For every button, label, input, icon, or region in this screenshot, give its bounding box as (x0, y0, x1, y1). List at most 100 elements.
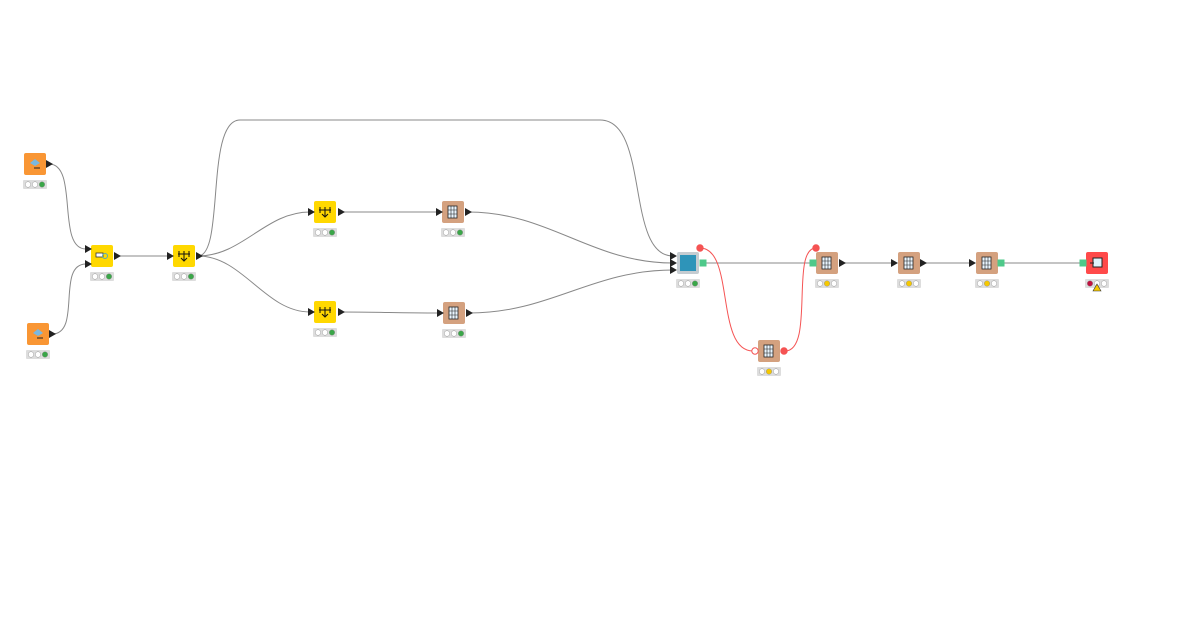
splitter-icon (319, 307, 331, 318)
table-port[interactable] (997, 259, 1005, 267)
status-light-off (443, 330, 451, 337)
column-filter-icon (981, 256, 992, 270)
status-lights (815, 279, 839, 288)
status-light-yellow (765, 368, 773, 375)
node-n7[interactable] (441, 201, 465, 237)
status-light-yellow (823, 280, 831, 287)
status-light-green (457, 330, 465, 337)
connection[interactable] (197, 119, 674, 257)
port-arrow[interactable] (167, 252, 174, 260)
status-light-off (449, 229, 457, 236)
port-arrow[interactable] (920, 259, 927, 267)
node-n3[interactable] (90, 245, 114, 281)
port-arrow[interactable] (338, 308, 345, 316)
flow-variable-port[interactable] (696, 244, 704, 252)
node-n1[interactable] (23, 153, 47, 189)
connection[interactable] (468, 269, 674, 314)
splitter-icon (319, 207, 331, 218)
status-light-off (314, 329, 322, 336)
joiner-icon (95, 252, 108, 259)
port-arrow[interactable] (308, 308, 315, 316)
status-light-off (816, 280, 824, 287)
status-light-green (187, 273, 195, 280)
node-n14[interactable] (1085, 252, 1109, 292)
node-n10[interactable] (757, 340, 781, 376)
port-arrow[interactable] (196, 252, 203, 260)
status-light-off (442, 229, 450, 236)
table-port[interactable] (1079, 259, 1087, 267)
splitter-icon (178, 251, 190, 262)
status-lights (897, 279, 921, 288)
status-light-off (898, 280, 906, 287)
status-light-off (34, 351, 42, 358)
ports (46, 160, 1087, 355)
table-transform-icon (447, 205, 458, 219)
status-light-off (830, 280, 838, 287)
node-n5[interactable] (313, 201, 337, 237)
node-n9[interactable] (676, 252, 700, 288)
file-reader-icon (30, 159, 40, 169)
status-light-off (321, 329, 329, 336)
status-light-green (328, 229, 336, 236)
flow-variable-port[interactable] (751, 347, 759, 355)
status-light-green (691, 280, 699, 287)
status-lights (26, 350, 50, 359)
status-light-off (27, 351, 35, 358)
connection[interactable] (339, 311, 439, 314)
port-arrow[interactable] (839, 259, 846, 267)
status-light-green (456, 229, 464, 236)
status-light-off (31, 181, 39, 188)
status-lights (442, 329, 466, 338)
status-light-off (772, 368, 780, 375)
status-light-off (677, 280, 685, 287)
flow-variable-connection[interactable] (784, 247, 817, 352)
connection[interactable] (48, 163, 87, 250)
status-lights (441, 228, 465, 237)
node-n13[interactable] (975, 252, 999, 288)
status-lights (172, 272, 196, 281)
status-light-off (24, 181, 32, 188)
status-light-off (314, 229, 322, 236)
status-light-off (990, 280, 998, 287)
node-n6[interactable] (313, 301, 337, 337)
table-transform-icon (448, 306, 459, 320)
port-arrow[interactable] (49, 330, 56, 338)
node-n4[interactable] (172, 245, 196, 281)
port-arrow[interactable] (85, 260, 92, 268)
node-n8[interactable] (442, 302, 466, 338)
port-arrow[interactable] (969, 259, 976, 267)
table-port[interactable] (809, 259, 817, 267)
port-arrow[interactable] (465, 208, 472, 216)
port-arrow[interactable] (891, 259, 898, 267)
warning-icon[interactable] (1092, 283, 1102, 292)
connection[interactable] (197, 255, 311, 313)
port-arrow[interactable] (466, 309, 473, 317)
status-light-red (1086, 280, 1094, 287)
status-lights (313, 328, 337, 337)
status-light-off (91, 273, 99, 280)
node-n12[interactable] (897, 252, 921, 288)
port-arrow[interactable] (85, 245, 92, 253)
node-n11[interactable] (815, 252, 839, 288)
port-arrow[interactable] (308, 208, 315, 216)
port-arrow[interactable] (46, 160, 53, 168)
port-arrow[interactable] (670, 252, 677, 260)
port-arrow[interactable] (114, 252, 121, 260)
status-light-off (450, 330, 458, 337)
flow-variable-connection[interactable] (699, 247, 754, 352)
table-port[interactable] (699, 259, 707, 267)
port-arrow[interactable] (436, 208, 443, 216)
flow-variable-port[interactable] (812, 244, 820, 252)
node-n2[interactable] (26, 323, 50, 359)
status-light-off (180, 273, 188, 280)
port-arrow[interactable] (437, 309, 444, 317)
port-arrow[interactable] (670, 266, 677, 274)
connection[interactable] (467, 211, 674, 264)
port-arrow[interactable] (338, 208, 345, 216)
flow-variable-port[interactable] (780, 347, 788, 355)
status-lights (313, 228, 337, 237)
connection[interactable] (197, 211, 311, 257)
connection[interactable] (51, 263, 87, 335)
port-arrow[interactable] (670, 259, 677, 267)
